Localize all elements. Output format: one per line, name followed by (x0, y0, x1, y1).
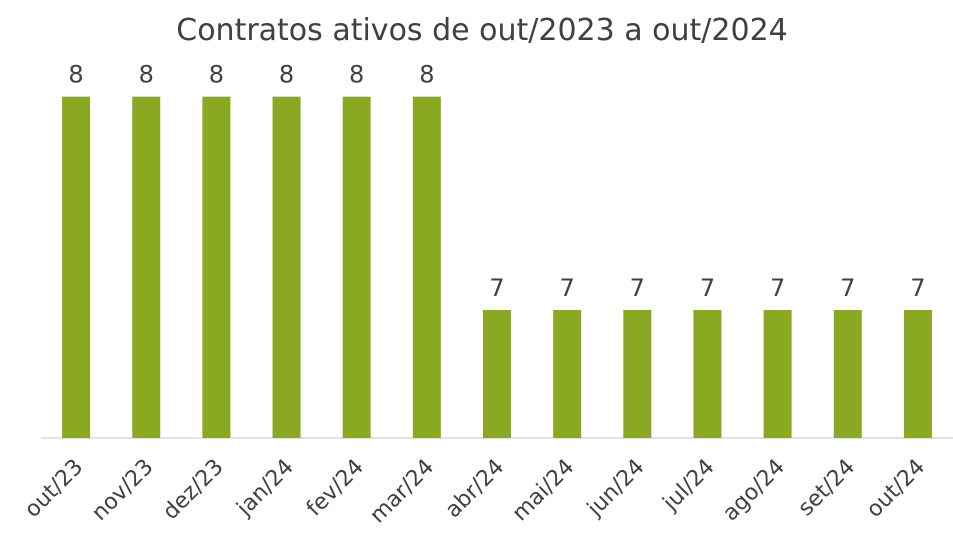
data-label: 8 (139, 61, 154, 89)
data-label: 7 (630, 274, 645, 302)
bar (483, 310, 511, 438)
bar (833, 310, 862, 438)
x-tick-label: jul/24 (658, 455, 720, 517)
bar (272, 96, 301, 439)
x-tick-label: set/24 (794, 455, 860, 521)
x-tick-label: abr/24 (441, 455, 510, 524)
bar (763, 310, 792, 438)
data-label: 7 (560, 274, 575, 302)
x-tick-label: jan/24 (232, 455, 299, 522)
x-tick-label: nov/23 (87, 455, 158, 526)
bar (903, 310, 932, 438)
bar (553, 310, 582, 438)
data-label: 8 (279, 61, 294, 89)
bar (412, 96, 441, 439)
bar (693, 310, 722, 438)
bar (202, 96, 231, 439)
x-tick-label: out/23 (20, 455, 88, 523)
x-tick-label: out/24 (862, 455, 930, 523)
data-label: 8 (209, 61, 224, 89)
x-tick-label: fev/24 (302, 455, 369, 522)
data-label: 8 (68, 61, 83, 89)
data-label: 7 (910, 274, 925, 302)
bar (62, 96, 91, 439)
x-tick-label: jun/24 (582, 455, 649, 522)
x-tick-label: mai/24 (508, 455, 580, 527)
data-label: 7 (770, 274, 785, 302)
bar (342, 96, 371, 439)
x-tick-label: ago/24 (718, 455, 790, 527)
data-label: 8 (349, 61, 364, 89)
x-tick-label: mar/24 (365, 455, 439, 529)
bar (132, 96, 161, 439)
data-label: 7 (700, 274, 715, 302)
data-label: 7 (489, 274, 504, 302)
chart-title: Contratos ativos de out/2023 a out/2024 (176, 13, 788, 48)
bar (623, 310, 652, 438)
data-label: 7 (840, 274, 855, 302)
x-tick-label: dez/23 (158, 455, 228, 525)
data-label: 8 (419, 61, 434, 89)
